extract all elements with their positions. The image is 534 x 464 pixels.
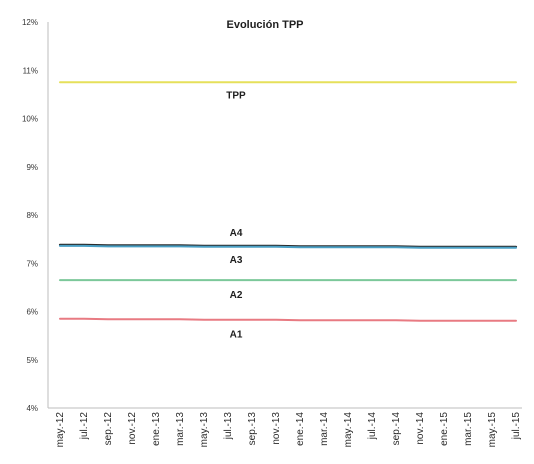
x-tick-label: sep.-12: [103, 412, 114, 446]
y-tick-label: 8%: [26, 211, 38, 220]
y-tick-label: 9%: [26, 163, 38, 172]
x-tick-label: jul.-14: [367, 412, 378, 441]
series-line-a1: [59, 317, 517, 322]
series-label-a2: A2: [230, 290, 243, 301]
x-tick-label: nov.-12: [127, 412, 138, 445]
x-tick-label: jul.-13: [223, 412, 234, 441]
chart-title: Evolución TPP: [226, 19, 303, 31]
series-label-a1: A1: [230, 330, 243, 341]
x-tick-label: mar.-15: [463, 412, 474, 446]
x-tick-label: mar.-14: [319, 412, 330, 446]
y-tick-label: 10%: [22, 115, 38, 124]
x-tick-label: sep.-13: [247, 412, 258, 446]
x-tick-label: may.-13: [199, 412, 210, 448]
y-tick-label: 4%: [26, 404, 38, 413]
y-tick-label: 7%: [26, 259, 38, 268]
x-tick-label: ene.-14: [295, 412, 306, 446]
series-lines: [58, 81, 518, 322]
y-tick-label: 6%: [26, 308, 38, 317]
x-tick-label: jul.-12: [79, 412, 90, 441]
y-tick-label: 12%: [22, 18, 38, 27]
y-tick-labels: 12% 11% 10% 9% 8% 7% 6% 5% 4%: [22, 18, 38, 413]
series-label-a3: A3: [230, 255, 243, 266]
x-tick-label: sep.-14: [391, 412, 402, 446]
x-tick-label: ene.-13: [151, 412, 162, 446]
x-tick-label: may.-12: [55, 412, 66, 448]
series-label-tpp: TPP: [226, 90, 246, 101]
x-tick-labels: may.-12 jul.-12 sep.-12 nov.-12 ene.-13 mar.-…: [55, 412, 522, 448]
y-tick-label: 5%: [26, 356, 38, 365]
x-tick-label: ene.-15: [439, 412, 450, 446]
x-tick-label: nov.-14: [415, 412, 426, 445]
x-tick-label: may.-14: [343, 412, 354, 448]
x-tick-label: may.-15: [487, 412, 498, 448]
x-tick-label: nov.-13: [271, 412, 282, 445]
series-labels: TPP A4 A3 A2 A1: [226, 90, 246, 340]
y-tick-label: 11%: [23, 66, 38, 75]
series-line-a3: [59, 244, 517, 249]
x-tick-label: jul.-15: [511, 412, 522, 441]
series-label-a4: A4: [230, 228, 243, 239]
x-tick-label: mar.-13: [175, 412, 186, 446]
